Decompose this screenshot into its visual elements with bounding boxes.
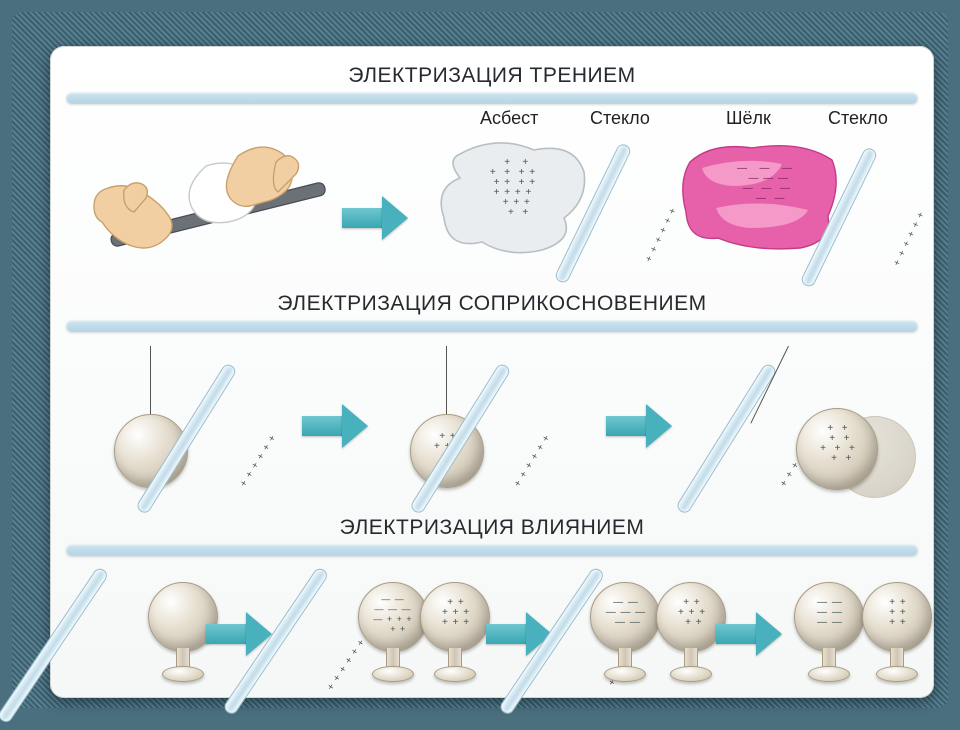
silk-charges: — — — — — — — — — — —	[710, 164, 820, 204]
paper-card: ЭЛЕКТРИЗАЦИЯ ТРЕНИЕМ Асбест Стекло Шёлк …	[50, 46, 934, 698]
hands-rubbing-icon	[88, 126, 338, 286]
ind-sphere-3a-charges: — — — — — — —	[602, 598, 650, 628]
contact-rod-2-charges: + + + + + +	[489, 395, 577, 528]
contact-rod-3	[675, 362, 778, 515]
label-glass-2: Стекло	[828, 108, 888, 129]
base	[670, 666, 712, 682]
label-silk: Шёлк	[726, 108, 771, 129]
base	[434, 666, 476, 682]
asbestos-charges: + + + + + + + + + + + + + + + + + + +	[468, 158, 558, 218]
ind-sphere-3b-charges: + + + + + + +	[668, 598, 716, 628]
bar-friction	[66, 92, 918, 104]
title-contact: ЭЛЕКТРИЗАЦИЯ СОПРИКОСНОВЕНИЕМ	[50, 292, 934, 316]
ind-sphere-4a-charges: — — — — — —	[808, 598, 852, 628]
ind-sphere-2b-charges: + + + + + + + +	[432, 598, 480, 628]
outer-frame: ЭЛЕКТРИЗАЦИЯ ТРЕНИЕМ Асбест Стекло Шёлк …	[12, 12, 948, 708]
arrow-icon	[606, 404, 674, 448]
thread-2	[446, 346, 447, 418]
base	[808, 666, 850, 682]
arrow-icon	[716, 612, 784, 656]
ind-sphere-2a-charges: — — — — — — + + + + +	[364, 594, 422, 634]
induction-rod-1	[0, 566, 110, 725]
arrow-icon	[302, 404, 370, 448]
rod2-charges: + + + + + +	[875, 174, 945, 304]
ind-sphere-4b-charges: + + + + + +	[876, 598, 920, 628]
pendulum-3-charges: + + + + + + + + +	[810, 424, 866, 464]
base	[604, 666, 646, 682]
bar-induction	[66, 544, 918, 556]
title-friction: ЭЛЕКТРИЗАЦИЯ ТРЕНИЕМ	[50, 64, 934, 88]
base	[876, 666, 918, 682]
thread-1	[150, 346, 151, 418]
bar-contact	[66, 320, 918, 332]
base	[372, 666, 414, 682]
label-asbestos: Асбест	[480, 108, 538, 129]
title-induction: ЭЛЕКТРИЗАЦИЯ ВЛИЯНИЕМ	[50, 516, 934, 540]
label-glass-1: Стекло	[590, 108, 650, 129]
base	[162, 666, 204, 682]
contact-rod-1-charges: + + + + + +	[215, 395, 303, 528]
arrow-icon	[342, 196, 410, 240]
